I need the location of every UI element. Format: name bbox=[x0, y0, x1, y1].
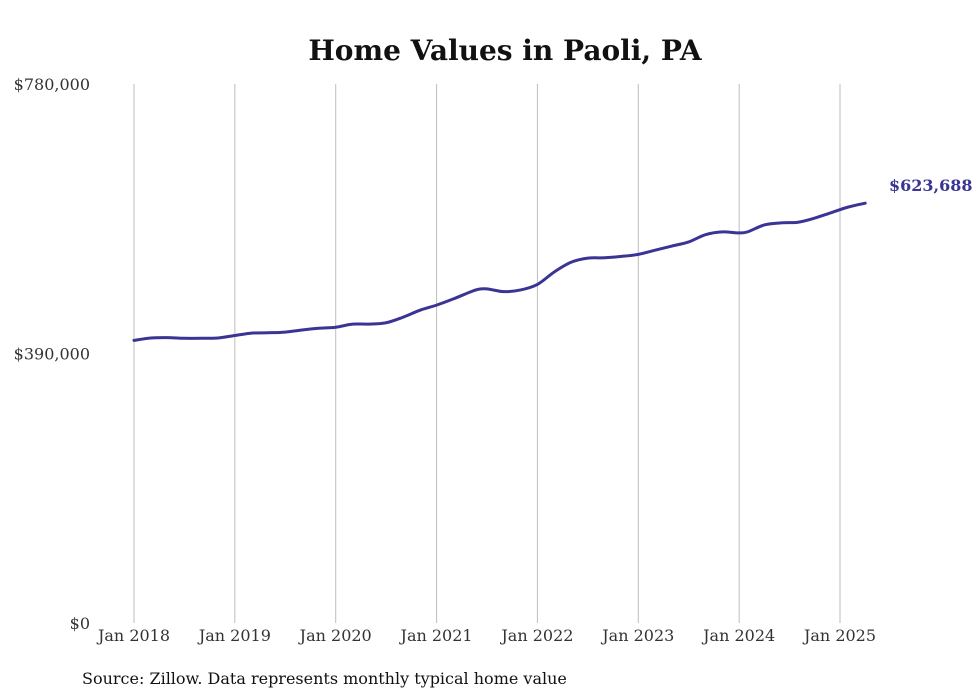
series-line-home-value bbox=[132, 201, 867, 342]
end-value-label: $623,688 bbox=[889, 176, 973, 195]
x-tick-label: Jan 2020 bbox=[298, 626, 372, 645]
y-tick-label: $390,000 bbox=[14, 345, 90, 364]
y-tick-label: $780,000 bbox=[14, 75, 90, 94]
chart-title: Home Values in Paoli, PA bbox=[308, 34, 703, 67]
x-tick-label: Jan 2022 bbox=[499, 626, 573, 645]
x-tick-label: Jan 2025 bbox=[802, 626, 876, 645]
source-note: Source: Zillow. Data represents monthly … bbox=[82, 669, 567, 688]
y-axis-ticks: $0 $390,000 $780,000 bbox=[14, 75, 90, 633]
gridlines bbox=[133, 84, 841, 623]
x-tick-label: Jan 2024 bbox=[701, 626, 775, 645]
x-axis-ticks: Jan 2018 Jan 2019 Jan 2020 Jan 2021 Jan 2022… bbox=[96, 626, 876, 645]
y-tick-label: $0 bbox=[70, 614, 90, 633]
x-tick-label: Jan 2021 bbox=[399, 626, 473, 645]
x-tick-label: Jan 2018 bbox=[96, 626, 170, 645]
x-tick-label: Jan 2019 bbox=[197, 626, 271, 645]
x-tick-label: Jan 2023 bbox=[600, 626, 674, 645]
